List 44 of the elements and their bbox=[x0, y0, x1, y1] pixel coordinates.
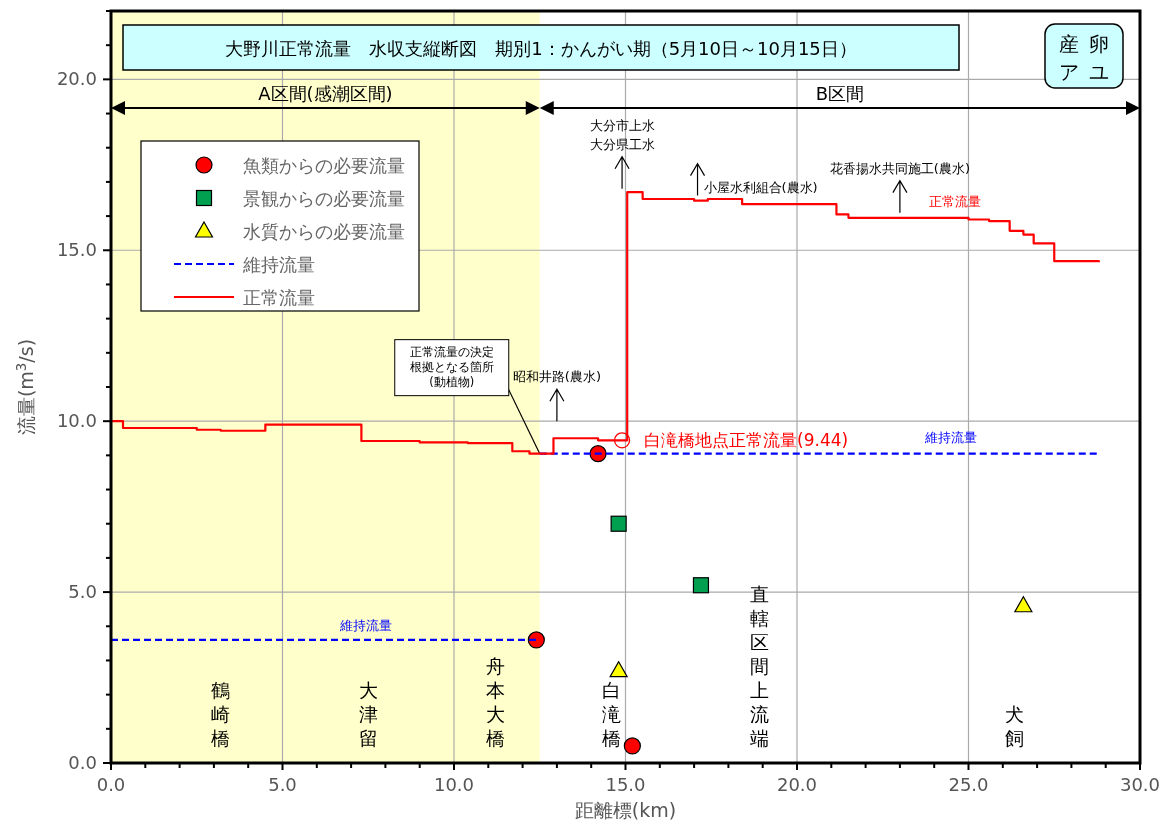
x-axis-title: 距離標(km) bbox=[574, 799, 677, 821]
annotation: 犬飼 bbox=[1005, 703, 1025, 749]
point bbox=[623, 737, 641, 755]
annotation: B区間 bbox=[815, 83, 865, 104]
band-label: A区間(感潮区間) bbox=[258, 83, 393, 104]
annotation: 直轄区間上流端 bbox=[749, 583, 769, 749]
annotation: 白滝橋 bbox=[602, 679, 622, 749]
point bbox=[527, 631, 545, 649]
x-tick-label: 15.0 bbox=[605, 774, 646, 795]
point bbox=[1014, 596, 1033, 613]
annotation: 産卵アユ bbox=[1059, 32, 1119, 84]
annotation: 維持流量 bbox=[339, 617, 393, 633]
point bbox=[609, 661, 628, 678]
annotation: 正常流量 bbox=[928, 193, 981, 209]
legend-label: 維持流量 bbox=[242, 254, 315, 275]
annotation: 白滝橋地点正常流量(9.44) bbox=[644, 430, 849, 451]
annotation: 花香揚水共同施工(農水) bbox=[829, 160, 970, 176]
point bbox=[610, 515, 627, 532]
annotation: 維持流量 bbox=[924, 429, 978, 445]
y-tick-label: 5.0 bbox=[68, 581, 97, 603]
point bbox=[692, 577, 710, 594]
x-tick-label: 5.0 bbox=[268, 774, 297, 795]
text: 大野川正常流量 水収支縦断図 期別1：かんがい期（5月10日～10月15日） bbox=[225, 38, 857, 59]
annotation: 昭和井路(農水) bbox=[512, 369, 601, 385]
legend-label: 正常流量 bbox=[243, 287, 315, 308]
y-tick-label: 20.0 bbox=[56, 68, 97, 90]
annotation: 正常流量の決定根拠となる箇所(動植物) bbox=[409, 344, 494, 389]
legend-label: 水質からの必要流量 bbox=[243, 221, 405, 242]
x-tick-label: 25.0 bbox=[948, 774, 989, 795]
y-tick-label: 10.0 bbox=[56, 410, 97, 432]
annotation: 小屋水利組合(農水) bbox=[703, 179, 818, 195]
annotation: 大分市上水大分県工水 bbox=[589, 117, 655, 152]
legend-label: 景観からの必要流量 bbox=[243, 188, 405, 209]
x-tick-label: 30.0 bbox=[1119, 774, 1161, 795]
point bbox=[589, 445, 607, 463]
x-tick-label: 10.0 bbox=[433, 774, 475, 795]
annotation: 舟本大橋 bbox=[485, 655, 505, 749]
y-tick-label: 0.0 bbox=[68, 752, 97, 773]
x-tick-label: 0.0 bbox=[96, 774, 126, 795]
legend-label: 魚類からの必要流量 bbox=[243, 155, 405, 176]
annotation: 鶴崎橋 bbox=[211, 679, 231, 749]
y-tick-label: 15.0 bbox=[56, 239, 97, 261]
annotation: 大津留 bbox=[358, 679, 378, 749]
x-tick-label: 20.0 bbox=[776, 774, 818, 795]
